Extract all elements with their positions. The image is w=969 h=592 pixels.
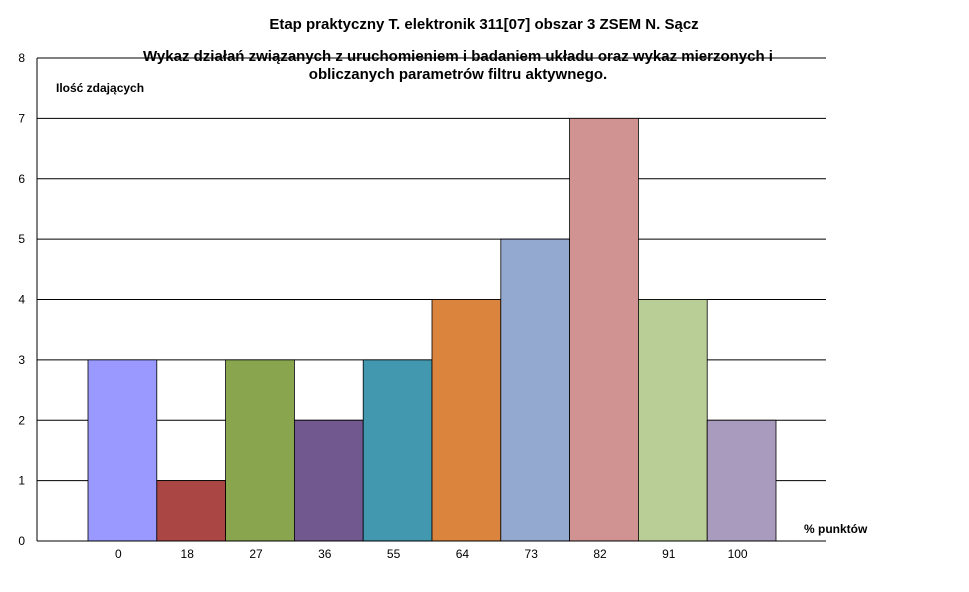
x-tick-labels: 0 18 27 36 55 64 73 82 91 100 — [115, 547, 748, 561]
bar-100 — [706, 419, 777, 542]
chart-subtitle-line-2: obliczanych parametrów filtru aktywnego. — [309, 66, 607, 83]
y-tick-label: 4 — [18, 293, 25, 307]
y-tick-label: 0 — [18, 534, 25, 548]
bar-36 — [293, 419, 364, 542]
x-tick-label: 55 — [387, 547, 401, 561]
y-axis-label: Ilość zdających — [56, 81, 144, 95]
bar-73 — [500, 238, 570, 542]
y-tick-label: 1 — [18, 474, 25, 488]
axes — [36, 58, 826, 542]
bar-55 — [362, 359, 433, 542]
x-tick-label: 91 — [662, 547, 676, 561]
bar-91 — [638, 299, 708, 542]
x-tick-label: 100 — [728, 547, 748, 561]
bar-82 — [569, 117, 639, 542]
bar-0 — [87, 359, 158, 542]
bar-18 — [156, 480, 227, 542]
chart-title: Etap praktyczny T. elektronik 311[07] ob… — [269, 16, 698, 33]
x-tick-label: 36 — [318, 547, 332, 561]
y-tick-label: 5 — [18, 232, 25, 246]
chart-subtitle-line-1: Wykaz działań związanych z uruchomieniem… — [143, 48, 773, 65]
x-tick-label: 0 — [115, 547, 122, 561]
y-tick-label: 6 — [18, 172, 25, 186]
bar-64 — [431, 299, 502, 542]
x-tick-label: 27 — [249, 547, 263, 561]
bar-27 — [225, 359, 295, 542]
x-axis-label: % punktów — [804, 522, 868, 536]
y-tick-label: 7 — [18, 111, 25, 125]
x-tick-label: 64 — [456, 547, 470, 561]
y-tick-label: 3 — [18, 353, 25, 367]
bars — [87, 117, 777, 542]
x-tick-label: 18 — [181, 547, 195, 561]
y-tick-label: 8 — [18, 51, 25, 65]
y-tick-label: 2 — [18, 413, 25, 427]
y-tick-labels: 0 1 2 3 4 5 6 7 8 — [18, 51, 25, 548]
x-tick-label: 73 — [525, 547, 539, 561]
x-tick-label: 82 — [593, 547, 607, 561]
